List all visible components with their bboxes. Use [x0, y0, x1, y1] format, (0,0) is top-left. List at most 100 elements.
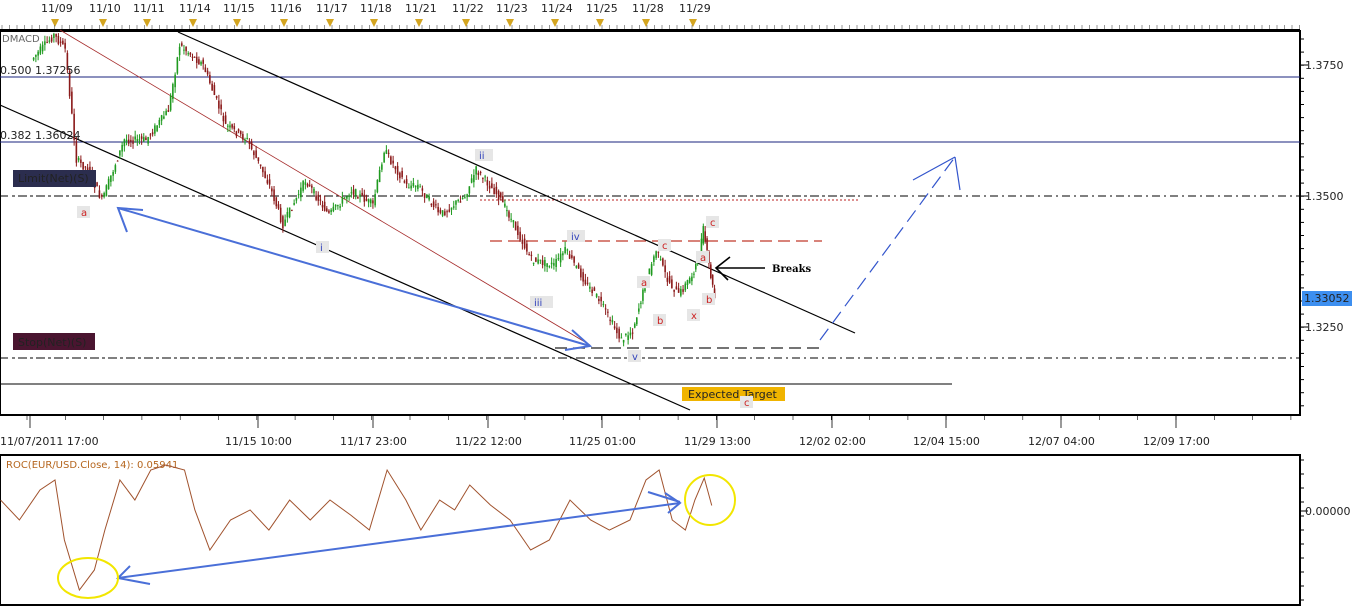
candle-body	[323, 201, 326, 211]
candle-body	[64, 42, 66, 49]
candle-body	[680, 288, 682, 296]
candle-body	[633, 323, 636, 328]
candle-body	[473, 174, 475, 183]
day-marker-icon[interactable]	[233, 19, 241, 27]
day-marker-icon[interactable]	[415, 19, 423, 27]
day-marker-icon[interactable]	[143, 19, 151, 27]
wave-label-box	[530, 296, 553, 308]
candle-body	[330, 209, 332, 213]
upper-channel-line[interactable]	[177, 31, 856, 334]
roc-line	[0, 464, 713, 592]
candle-body	[684, 283, 687, 291]
candle-body	[275, 197, 278, 207]
wave-label-box	[77, 206, 90, 218]
wave-label: a	[81, 208, 87, 219]
day-marker-icon[interactable]	[596, 19, 604, 27]
fib-label-0500: 0.500 1.37256	[0, 64, 80, 77]
candle-body	[229, 125, 231, 128]
candle-body	[317, 194, 320, 201]
candle-body	[268, 179, 271, 185]
candle-body	[506, 210, 508, 212]
candle-body	[172, 84, 174, 99]
roc-title: ROC(EUR/USD.Close, 14): 0.05941	[6, 460, 178, 471]
candle-body	[396, 165, 399, 175]
candle-body	[638, 308, 640, 312]
day-marker-icon[interactable]	[370, 19, 378, 27]
candle-body	[452, 206, 455, 208]
candle-body	[535, 257, 537, 262]
candle-body	[195, 56, 198, 63]
wave-label-box	[687, 309, 700, 321]
day-marker-icon[interactable]	[642, 19, 650, 27]
candle-body	[461, 198, 464, 200]
candle-body	[75, 141, 78, 163]
candle-body	[557, 258, 560, 260]
day-marker-icon[interactable]	[551, 19, 559, 27]
candle-body	[198, 59, 200, 65]
candle-body	[464, 197, 466, 199]
top-date-axis: 11/09 11/10 11/11 11/14 11/15 11/16 11/17 11/18…	[1, 2, 1300, 30]
projection-arrow[interactable]	[819, 156, 961, 341]
wave-label-box	[628, 350, 641, 362]
candle-body	[604, 308, 607, 310]
time-tick-label: 11/29 13:00	[684, 435, 751, 448]
candle-body	[39, 46, 42, 54]
candle-body	[235, 131, 238, 137]
candle-body	[598, 298, 600, 302]
candle-body	[286, 212, 289, 218]
candle-body	[44, 41, 46, 45]
day-marker-icon[interactable]	[506, 19, 514, 27]
candle-body	[499, 192, 502, 198]
candle-body	[218, 100, 220, 109]
day-marker-icon[interactable]	[99, 19, 107, 27]
day-marker-icon[interactable]	[462, 19, 470, 27]
candle-body	[650, 264, 653, 275]
candle-body	[435, 204, 437, 206]
roc-low-circle	[57, 557, 119, 599]
day-marker-icon[interactable]	[689, 19, 697, 27]
candle-body	[37, 51, 39, 56]
candle-body	[306, 184, 309, 187]
candle-body	[123, 139, 126, 147]
wave-label-box	[702, 293, 715, 305]
day-marker-icon[interactable]	[326, 19, 334, 27]
candle-body	[363, 194, 366, 202]
candle-body	[448, 209, 451, 212]
candle-body	[648, 268, 651, 275]
candle-body	[414, 185, 417, 188]
candle-body	[369, 199, 372, 204]
candle-body	[640, 302, 642, 304]
candle-body	[200, 61, 202, 65]
candle-body	[41, 44, 44, 52]
price-tick-label: 1.3250	[1305, 321, 1344, 334]
candle-body	[710, 264, 712, 278]
candle-body	[706, 238, 708, 250]
day-marker-icon[interactable]	[280, 19, 288, 27]
divergence-arrow[interactable]	[116, 206, 593, 351]
stop-order-tag[interactable]	[13, 333, 95, 350]
candle-body	[686, 280, 689, 285]
lower-channel-line[interactable]	[0, 104, 691, 411]
candle-body	[266, 180, 269, 184]
red-trend-line[interactable]	[59, 29, 591, 346]
candle-body	[675, 286, 678, 290]
wave-label: c	[744, 398, 750, 409]
candle-body	[178, 46, 181, 56]
day-marker-icon[interactable]	[51, 19, 59, 27]
day-marker-icon[interactable]	[189, 19, 197, 27]
wave-label: b	[706, 295, 712, 306]
price-panel	[0, 30, 1301, 416]
candle-body	[116, 160, 119, 162]
candle-body	[174, 74, 176, 88]
time-tick-label: 12/09 17:00	[1143, 435, 1210, 448]
top-date-label: 11/28	[632, 2, 664, 15]
price-tick-label: 1.3750	[1305, 59, 1344, 72]
wave-label-box	[658, 239, 671, 251]
candle-body	[288, 207, 291, 218]
candle-body	[526, 243, 528, 252]
candle-body	[163, 116, 165, 119]
limit-order-tag[interactable]	[13, 170, 96, 187]
roc-high-circle	[684, 474, 736, 526]
candle-body	[202, 59, 204, 64]
breaks-label: Breaks	[772, 264, 811, 275]
